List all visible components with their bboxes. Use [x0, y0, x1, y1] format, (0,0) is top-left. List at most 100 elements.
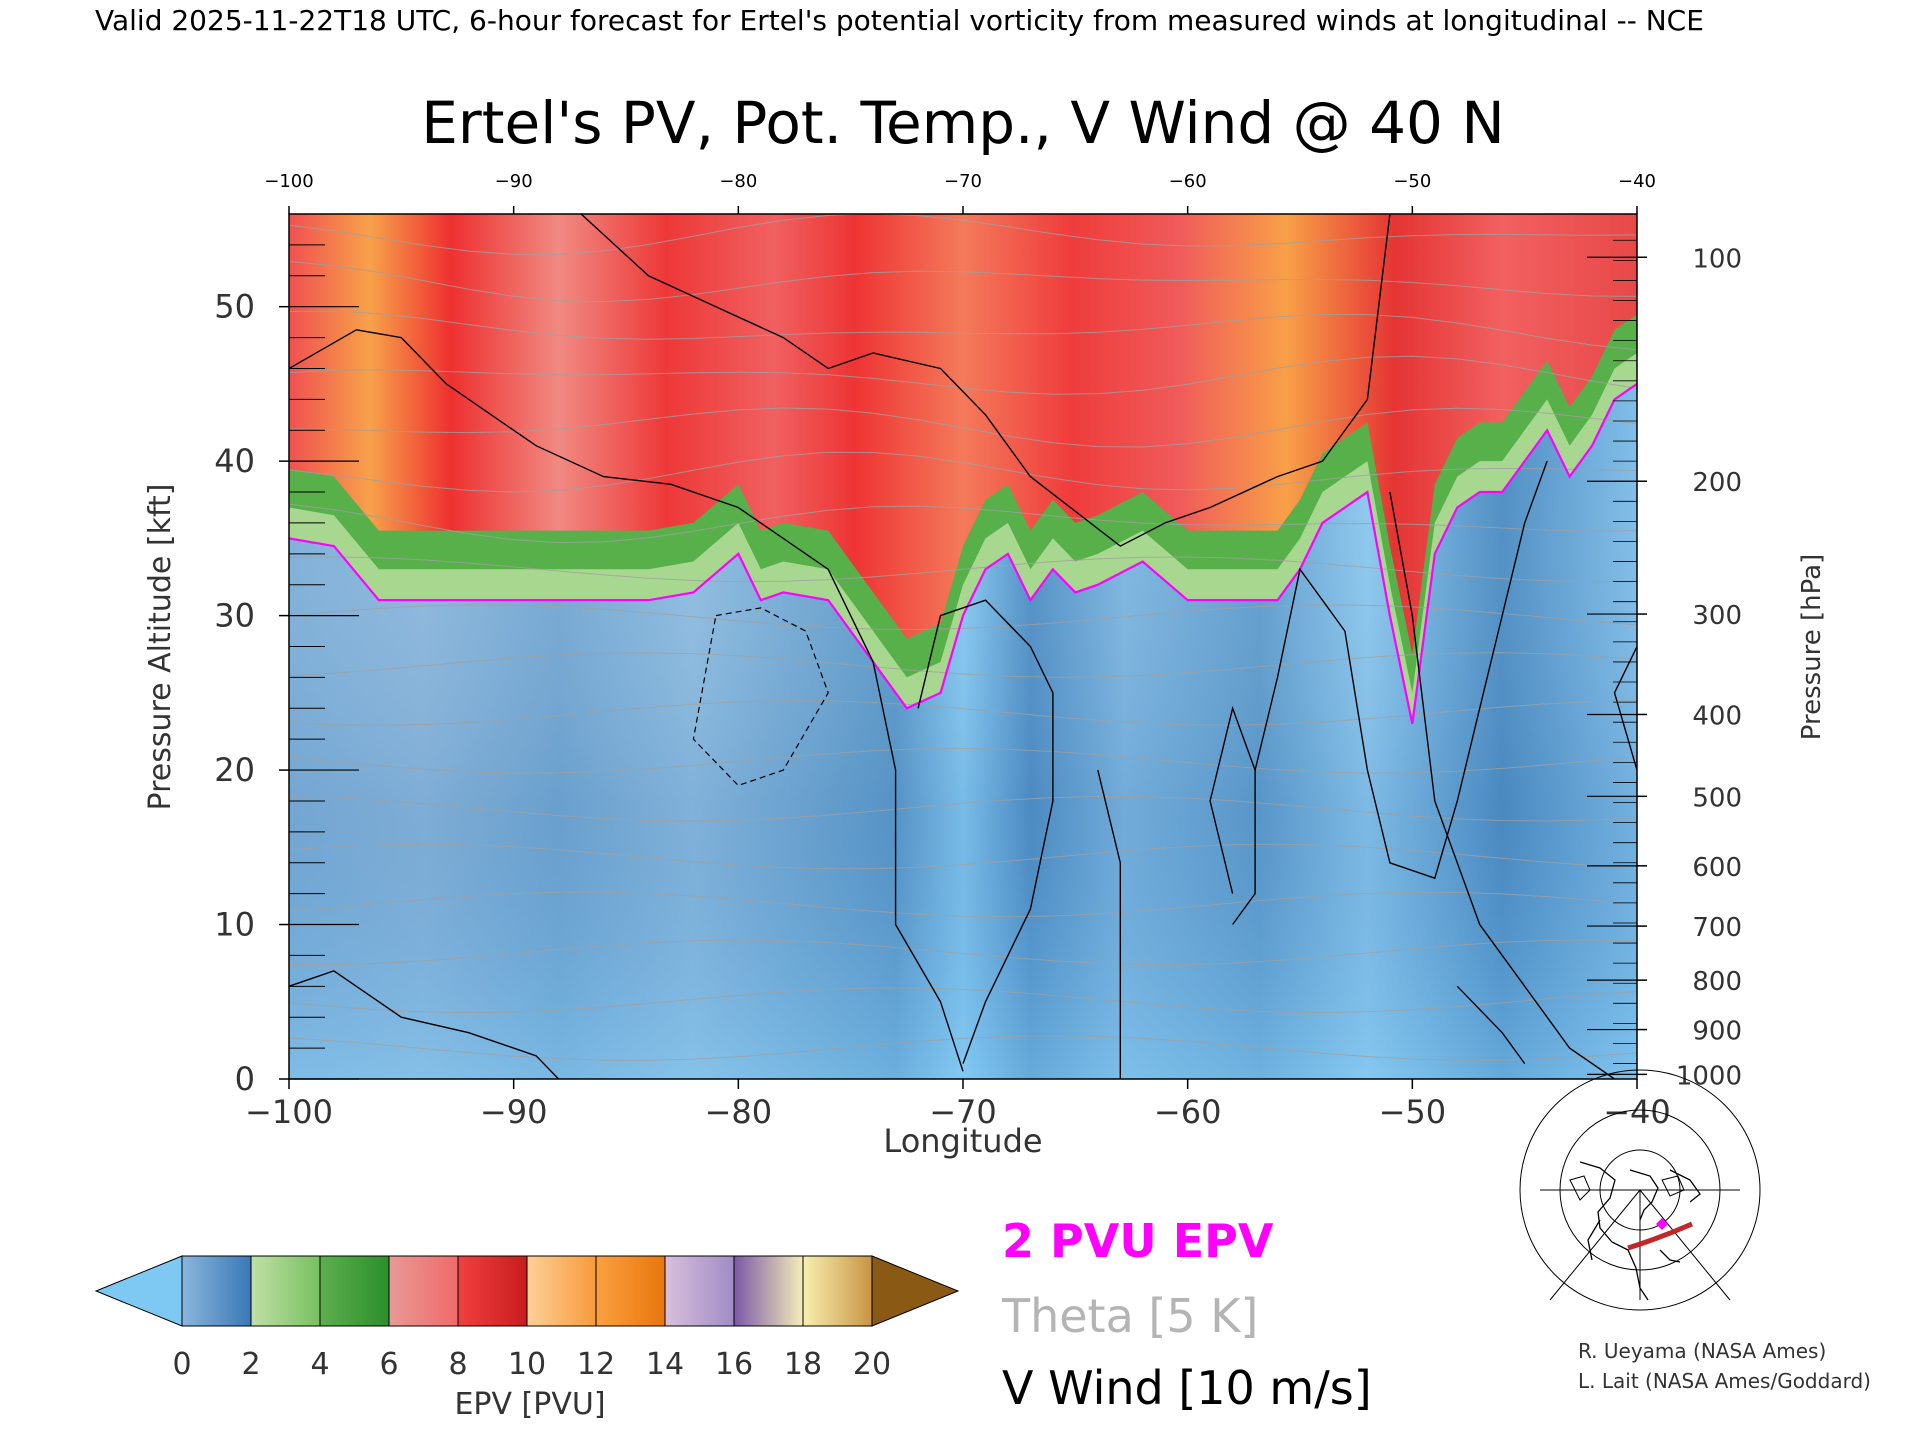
credit-line-2: L. Lait (NASA Ames/Goddard) [1578, 1369, 1871, 1393]
colorbar-tick-label: 12 [577, 1347, 615, 1382]
x-top-tick-label: −70 [944, 171, 982, 192]
colorbar-tick-label: 14 [646, 1347, 684, 1382]
y-tick-label: 50 [214, 288, 255, 326]
plot-area [289, 214, 1637, 1079]
theta-contour [289, 1035, 1637, 1061]
x-top-tick-label: −50 [1393, 171, 1431, 192]
legend-theta: Theta [5 K] [1001, 1289, 1258, 1343]
y-tick-label: 20 [214, 751, 255, 789]
v-wind-contour [580, 214, 1391, 547]
theta-contour [289, 652, 1637, 678]
y-tick-label: 30 [214, 597, 255, 635]
y-tick-label: 10 [214, 906, 255, 944]
theta-contour [289, 604, 1637, 631]
colorbar-tick-label: 0 [172, 1347, 191, 1382]
x-tick-label: −90 [480, 1093, 548, 1131]
colorbar-tick-label: 2 [241, 1347, 260, 1382]
x-top-tick-label: −80 [719, 171, 757, 192]
v-wind-contour [1097, 769, 1121, 1079]
y-right-tick-label: 700 [1692, 913, 1742, 943]
theta-contour [289, 891, 1637, 918]
x-tick-label: −40 [1603, 1093, 1671, 1131]
colorbar-segment [802, 1255, 873, 1327]
x-axis-label: Longitude [883, 1122, 1042, 1160]
v-wind-contour [1389, 491, 1615, 1079]
y-axis-left: 0 10 20 30 40 50 [214, 244, 359, 1098]
v-wind-contour [1456, 985, 1526, 1065]
colorbar-segment [319, 1255, 390, 1327]
troposphere-shade [289, 383, 1637, 1079]
x-axis-bottom: −100 −90 −80 −70 −60 −50 −40 [245, 1079, 1671, 1131]
colorbar-segment [595, 1255, 666, 1327]
y-right-tick-label: 1000 [1676, 1061, 1742, 1091]
y-right-tick-label: 800 [1692, 967, 1742, 997]
v-wind-contour [289, 970, 560, 1079]
y-axis-right: 100 200 300 400 500 600 700 800 900 1000 [1587, 239, 1742, 1091]
colorbar-segment [181, 1255, 252, 1327]
chart-title: Ertel's PV, Pot. Temp., V Wind @ 40 N [421, 89, 1504, 157]
colorbar-tick-label: 4 [310, 1347, 329, 1382]
theta-contour [289, 939, 1637, 966]
colorbar-tick-label: 8 [448, 1347, 467, 1382]
theta-contour [289, 795, 1637, 822]
y-tick-label: 40 [214, 442, 255, 480]
colorbar-segment [250, 1255, 321, 1327]
colorbar-tick-label: 6 [379, 1347, 398, 1382]
colorbar: 0 2 4 6 8 10 12 14 16 18 20 [94, 1255, 960, 1382]
colorbar-max-arrow [871, 1255, 960, 1327]
x-top-tick-label: −60 [1169, 171, 1207, 192]
y-right-tick-label: 300 [1692, 601, 1742, 631]
x-tick-label: −80 [705, 1093, 773, 1131]
theta-contour [289, 355, 1637, 395]
valid-time-line: Valid 2025-11-22T18 UTC, 6-hour forecast… [95, 4, 1704, 37]
legend-pvu: 2 PVU EPV [1002, 1214, 1274, 1268]
theta-contour [289, 407, 1637, 448]
y-right-tick-label: 200 [1692, 468, 1742, 498]
theta-contour [289, 451, 1637, 493]
north-america-polar-map-icon [1519, 1069, 1761, 1311]
theta-contour [289, 843, 1637, 870]
colorbar-segment [664, 1255, 735, 1327]
pvu-2-contour [289, 383, 1637, 724]
v-wind-contour [1254, 460, 1548, 880]
x-axis-top: −100 −90 −80 −70 −60 −50 −40 [264, 171, 1656, 214]
theta-contour [289, 503, 1637, 544]
x-top-tick-label: −100 [264, 171, 313, 192]
x-tick-label: −70 [929, 1093, 997, 1131]
theta-contour [289, 214, 1637, 256]
y-right-tick-label: 600 [1692, 853, 1742, 883]
x-top-tick-label: −90 [495, 171, 533, 192]
y-right-tick-label: 100 [1692, 244, 1742, 274]
legend-vwind: V Wind [10 m/s] [1002, 1361, 1372, 1415]
colorbar-label: EPV [PVU] [454, 1387, 605, 1422]
colorbar-tick-label: 10 [508, 1347, 546, 1382]
y-axis-right-label: Pressure [hPa] [1797, 554, 1827, 741]
credit-line-1: R. Ueyama (NASA Ames) [1578, 1339, 1826, 1363]
colorbar-segment [457, 1255, 528, 1327]
y-right-tick-label: 900 [1692, 1017, 1742, 1047]
colorbar-tick-label: 18 [784, 1347, 822, 1382]
colorbar-min-arrow [94, 1255, 183, 1327]
theta-contour [289, 310, 1637, 351]
x-tick-label: −50 [1379, 1093, 1447, 1131]
v-wind-negative-contour [692, 607, 829, 787]
y-tick-label: 0 [235, 1060, 255, 1098]
v-wind-contour [289, 329, 964, 1072]
colorbar-segment [526, 1255, 597, 1327]
y-axis-left-label: Pressure Altitude [kft] [143, 484, 178, 811]
theta-contour [289, 987, 1637, 1014]
x-tick-label: −100 [245, 1093, 333, 1131]
v-wind-contour [1209, 705, 1256, 925]
x-top-tick-label: −40 [1618, 171, 1656, 192]
y-right-tick-label: 500 [1692, 783, 1742, 813]
theta-contour [289, 556, 1637, 583]
colorbar-segment [733, 1255, 804, 1327]
colorbar-segment [388, 1255, 459, 1327]
v-wind-contour [917, 599, 1054, 1064]
colorbar-tick-label: 20 [853, 1347, 891, 1382]
theta-contour [289, 747, 1637, 774]
theta-contour [289, 700, 1637, 726]
theta-contour [289, 261, 1637, 303]
y-right-tick-label: 400 [1692, 701, 1742, 731]
